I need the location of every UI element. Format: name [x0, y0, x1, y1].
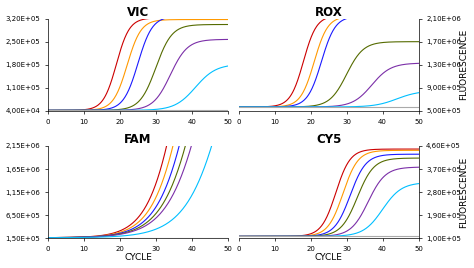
Title: CY5: CY5 [316, 133, 341, 146]
X-axis label: CYCLE: CYCLE [124, 254, 152, 262]
Y-axis label: FLUORESCENCE: FLUORESCENCE [459, 157, 468, 228]
Title: VIC: VIC [127, 6, 149, 18]
Title: FAM: FAM [124, 133, 152, 146]
Y-axis label: FLUORESCENCE: FLUORESCENCE [459, 29, 468, 101]
Title: ROX: ROX [315, 6, 343, 18]
X-axis label: CYCLE: CYCLE [315, 254, 343, 262]
